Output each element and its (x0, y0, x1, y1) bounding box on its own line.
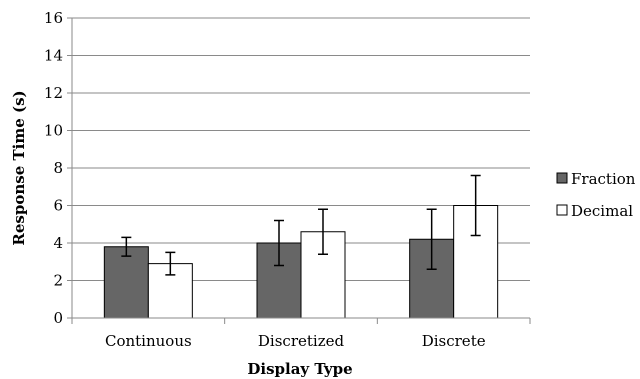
x-category-label: Continuous (105, 332, 192, 350)
x-axis-title: Display Type (247, 360, 352, 378)
bars (103, 205, 499, 319)
x-category-label: Discretized (258, 332, 345, 350)
y-tick-label: 14 (44, 47, 63, 65)
y-tick-label: 10 (44, 122, 63, 140)
y-tick-label: 0 (53, 309, 63, 327)
legend-label-fraction: Fraction (571, 170, 636, 188)
error-bars (121, 174, 481, 276)
legend: Fraction Decimal (556, 170, 636, 220)
x-category-label: Discrete (422, 332, 486, 350)
bar-fraction (103, 246, 149, 319)
y-axis-title: Response Time (s) (10, 90, 28, 245)
y-tick-label: 8 (53, 159, 63, 177)
gridlines (72, 17, 530, 281)
y-tick-label: 6 (53, 197, 63, 215)
y-tick-label: 2 (53, 272, 63, 290)
y-tick-labels: 0 2 4 6 8 10 12 14 16 (44, 9, 63, 327)
x-category-labels: Continuous Discretized Discrete (105, 332, 486, 350)
y-tick-label: 16 (44, 9, 63, 27)
legend-swatch-decimal (556, 204, 568, 216)
y-tick-label: 12 (44, 84, 63, 102)
legend-swatch-fraction (556, 172, 568, 184)
legend-label-decimal: Decimal (571, 202, 633, 220)
axes (67, 17, 531, 324)
y-tick-label: 4 (53, 234, 63, 252)
